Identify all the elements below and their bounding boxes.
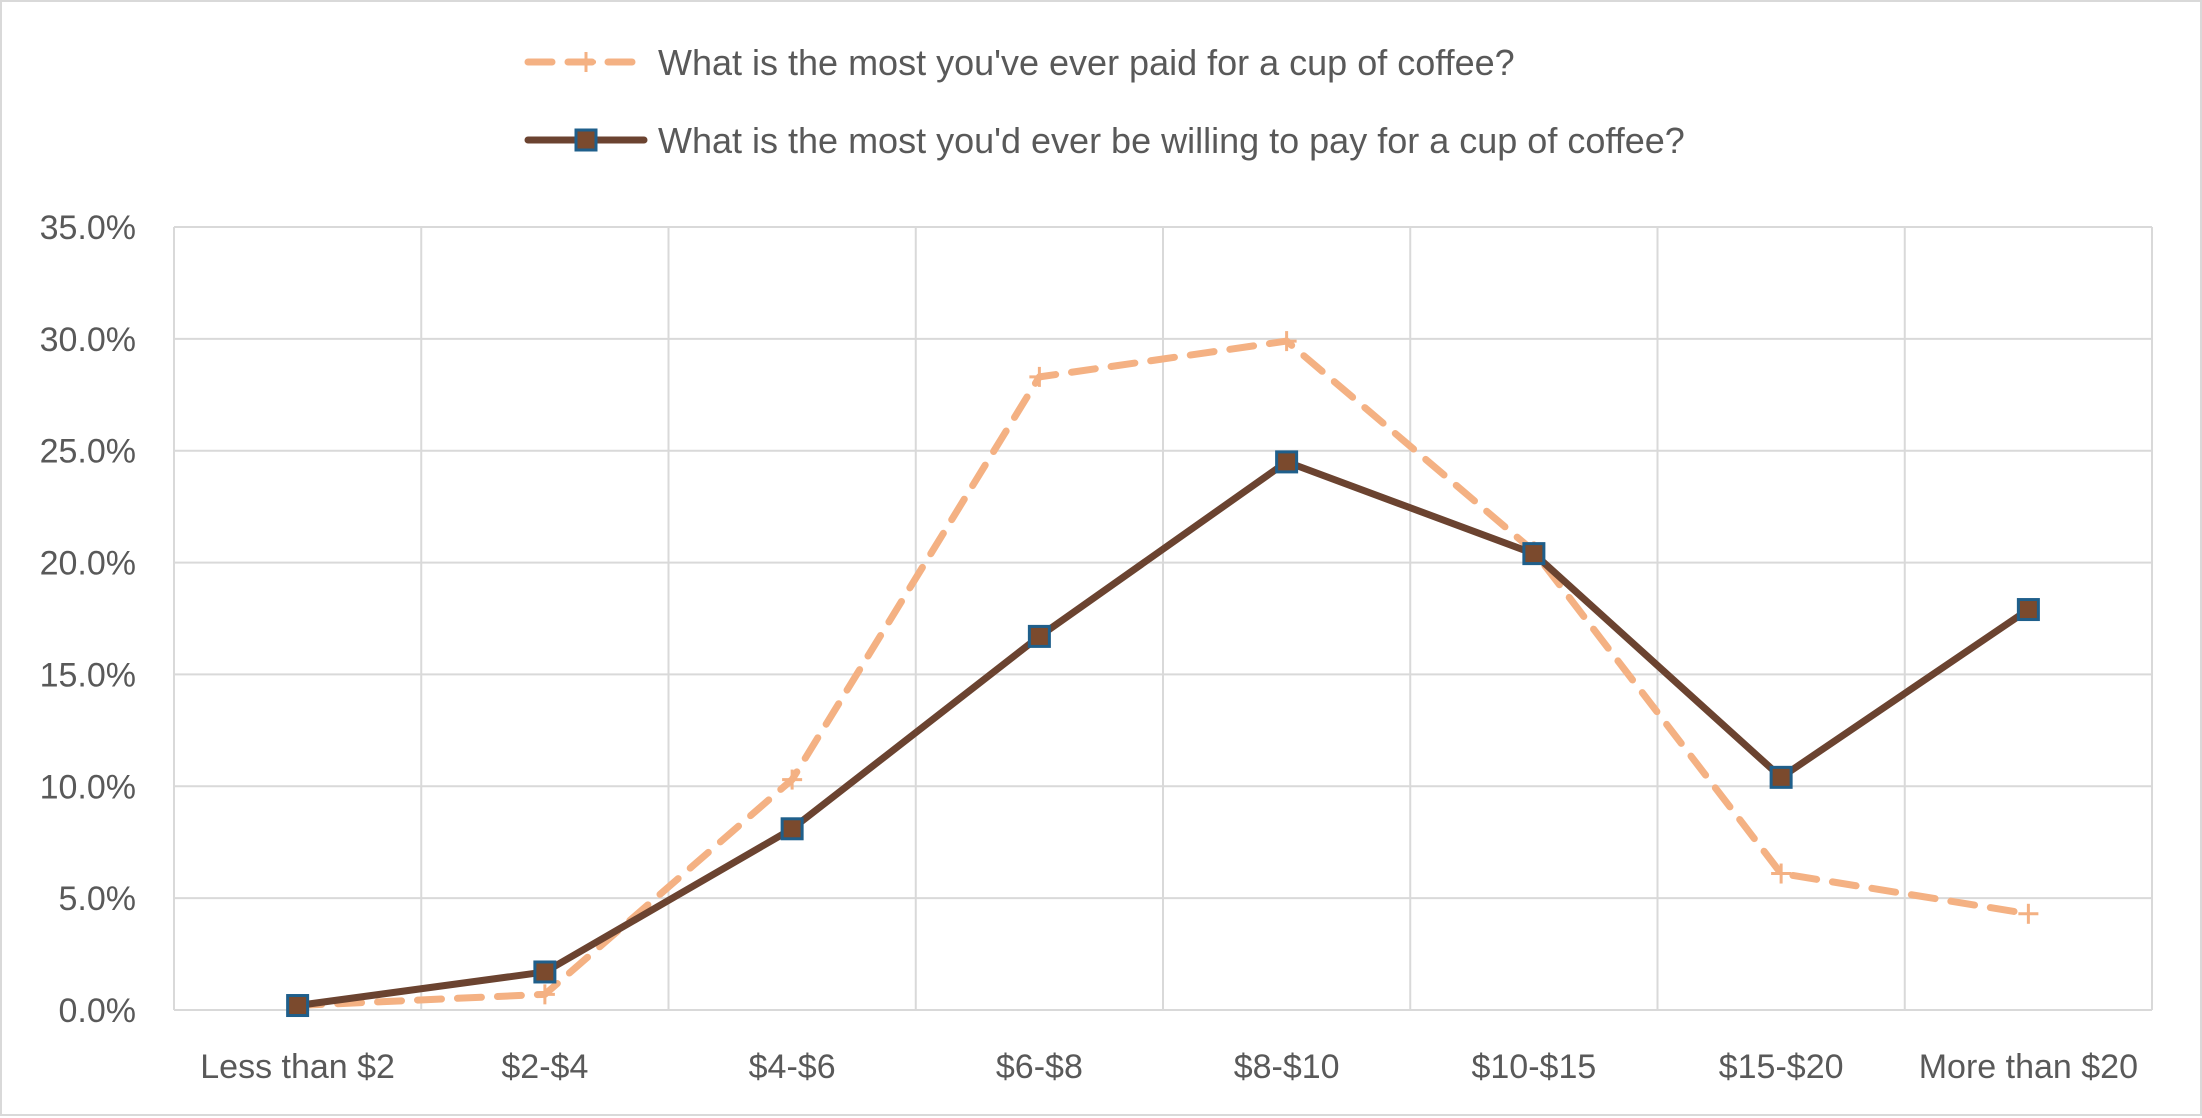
y-tick-label: 15.0% <box>40 656 136 694</box>
axis-layer: 0.0% 5.0% 10.0% 15.0% 20.0% 25.0% 30.0% 35.0% Le… <box>40 209 2138 1086</box>
legend-marker <box>576 52 596 72</box>
series-2-line <box>294 458 2032 1010</box>
data-point <box>534 984 555 1005</box>
data-point <box>533 960 557 984</box>
data-point <box>1769 765 1793 789</box>
data-point <box>286 994 310 1018</box>
x-tick-label: More than $20 <box>1919 1048 2138 1086</box>
series-layer <box>286 331 2040 1018</box>
y-tick-label: 20.0% <box>40 545 136 583</box>
x-tick-label: $2-$4 <box>501 1048 588 1086</box>
data-point <box>2018 903 2039 924</box>
y-tick-label: 0.0% <box>59 992 137 1030</box>
data-point <box>1522 542 1546 566</box>
data-point <box>2016 598 2040 622</box>
grid-layer <box>173 226 2153 1011</box>
data-point <box>1771 863 1792 884</box>
legend-item-1: What is the most you've ever paid for a … <box>524 42 1515 83</box>
series-2 <box>286 450 2040 1018</box>
y-tick-label: 5.0% <box>59 880 137 918</box>
data-point <box>1029 366 1050 387</box>
x-tick-label: Less than $2 <box>200 1048 395 1086</box>
legend-label: What is the most you'd ever be willing t… <box>658 120 1685 161</box>
data-point <box>1276 331 1297 352</box>
x-tick-label: $6-$8 <box>996 1048 1083 1086</box>
legend: What is the most you've ever paid for a … <box>524 42 1685 161</box>
legend-item-2: What is the most you'd ever be willing t… <box>524 120 1685 161</box>
data-point <box>1027 624 1051 648</box>
y-tick-label: 10.0% <box>40 768 136 806</box>
data-point <box>1275 450 1299 474</box>
x-tick-label: $10-$15 <box>1471 1048 1596 1086</box>
data-point <box>780 817 804 841</box>
x-tick-label: $8-$10 <box>1234 1048 1340 1086</box>
legend-label: What is the most you've ever paid for a … <box>658 42 1515 83</box>
data-point <box>782 769 803 790</box>
y-tick-label: 25.0% <box>40 433 136 471</box>
series-1-line <box>294 337 2032 1010</box>
x-tick-label: $15-$20 <box>1719 1048 1844 1086</box>
x-tick-label: $4-$6 <box>749 1048 836 1086</box>
y-tick-label: 35.0% <box>40 209 136 247</box>
legend-marker <box>574 128 598 152</box>
y-tick-label: 30.0% <box>40 321 136 359</box>
